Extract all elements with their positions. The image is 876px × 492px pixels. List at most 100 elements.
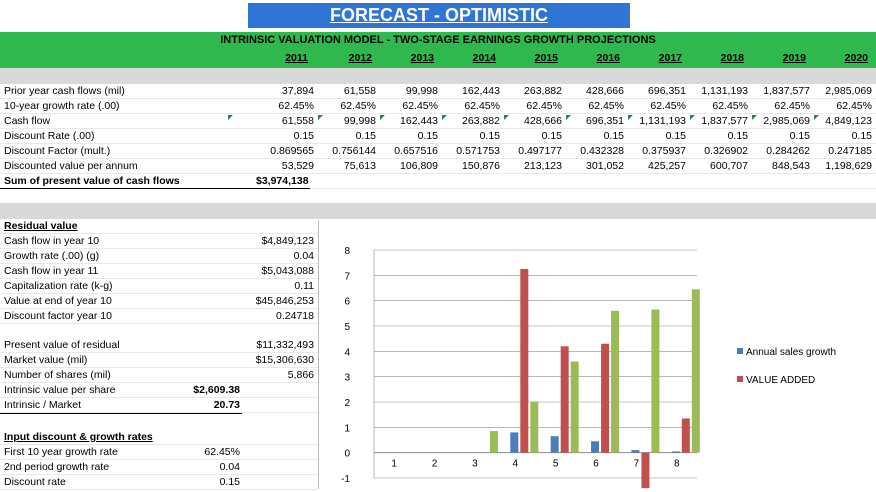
cell-value[interactable]: 62.45% [650, 100, 686, 112]
param-value[interactable]: 0.04 [293, 250, 314, 262]
param-value[interactable]: 0.04 [219, 461, 240, 473]
cell-value[interactable]: 61,558 [343, 85, 376, 97]
cell-value[interactable]: 62.45% [526, 100, 562, 112]
cell-value[interactable]: 53,529 [281, 160, 314, 172]
cell-value[interactable]: 62.45% [278, 100, 314, 112]
cell-value[interactable]: 425,257 [648, 160, 686, 172]
cell-value[interactable]: 0.247185 [828, 145, 872, 157]
cell-value[interactable]: 696,351 [586, 115, 624, 127]
cell-value[interactable]: 301,052 [586, 160, 624, 172]
cell-value[interactable]: 0.571753 [456, 145, 500, 157]
cell-value[interactable]: 4,849,123 [825, 115, 872, 127]
param-value[interactable]: $5,043,088 [261, 265, 314, 277]
inputs-heading: Input discount & growth rates [4, 431, 153, 443]
cell-value[interactable]: 0.432328 [580, 145, 624, 157]
cell-value[interactable]: 0.326902 [704, 145, 748, 157]
cell-value[interactable]: 0.15 [541, 130, 562, 142]
param-value[interactable]: $11,332,493 [256, 339, 314, 351]
param-row[interactable]: Present value of residual $11,332,493 [0, 338, 318, 353]
projection-row[interactable]: Discount Factor (mult.) 0.869565 0.756144 0… [0, 144, 876, 159]
cell-value[interactable]: 0.375937 [642, 145, 686, 157]
param-value[interactable]: 62.45% [204, 446, 240, 458]
cell-value[interactable]: 37,894 [281, 85, 314, 97]
param-row[interactable]: Value at end of year 10 $45,846,253 [0, 294, 318, 309]
cell-value[interactable]: 0.15 [479, 130, 500, 142]
cell-value[interactable]: 62.45% [774, 100, 810, 112]
cell-value[interactable]: 61,558 [281, 115, 314, 127]
cell-value[interactable]: 0.15 [727, 130, 748, 142]
cell-value[interactable]: 0.657516 [394, 145, 438, 157]
year-header: 2020 [844, 52, 868, 64]
cell-value[interactable]: 62.45% [588, 100, 624, 112]
cell-value[interactable]: 0.869565 [270, 145, 314, 157]
param-row[interactable]: Discount factor year 10 0.24718 [0, 309, 318, 324]
intrinsic-market-row[interactable]: Intrinsic / Market 20.73 [0, 398, 318, 413]
cell-value[interactable]: 428,666 [524, 115, 562, 127]
cell-value[interactable]: 1,131,193 [639, 115, 686, 127]
param-row[interactable]: Cash flow in year 10 $4,849,123 [0, 234, 318, 249]
cell-value[interactable]: 0.15 [851, 130, 872, 142]
cell-value[interactable]: 2,985,069 [763, 115, 810, 127]
intrinsic-market-value[interactable]: 20.73 [213, 399, 240, 411]
param-value[interactable]: $45,846,253 [255, 295, 314, 307]
cell-value[interactable]: 1,198,629 [825, 160, 872, 172]
cell-value[interactable]: 0.15 [355, 130, 376, 142]
param-value[interactable]: $4,849,123 [261, 235, 314, 247]
x-tick-label: 8 [674, 459, 680, 470]
cell-value[interactable]: 696,351 [648, 85, 686, 97]
cell-value[interactable]: 106,809 [400, 160, 438, 172]
param-value[interactable]: 0.11 [294, 280, 314, 292]
cell-value[interactable]: 62.45% [340, 100, 376, 112]
cell-value[interactable]: 99,998 [343, 115, 376, 127]
cell-value[interactable]: 0.284262 [766, 145, 810, 157]
cell-value[interactable]: 213,123 [524, 160, 562, 172]
cell-value[interactable]: 99,998 [405, 85, 438, 97]
cell-value[interactable]: 263,882 [462, 115, 500, 127]
cell-value[interactable]: 62.45% [836, 100, 872, 112]
param-value[interactable]: 5,866 [287, 369, 314, 381]
intrinsic-per-share-row[interactable]: Intrinsic value per share $2,609.38 [0, 383, 318, 398]
cell-value[interactable]: 428,666 [586, 85, 624, 97]
cell-value[interactable]: 62.45% [712, 100, 748, 112]
cell-value[interactable]: 75,613 [343, 160, 376, 172]
intrinsic-per-share-value[interactable]: $2,609.38 [193, 384, 240, 396]
param-row[interactable]: Number of shares (mil) 5,866 [0, 368, 318, 383]
cell-value[interactable]: 62.45% [464, 100, 500, 112]
cell-value[interactable]: 1,837,577 [763, 85, 810, 97]
sum-pv-row[interactable]: Sum of present value of cash flows $3,97… [0, 174, 876, 189]
param-row[interactable]: Market value (mil) $15,306,630 [0, 353, 318, 368]
projection-row[interactable]: Prior year cash flows (mil) 37,894 61,558 9… [0, 84, 876, 99]
param-row[interactable]: 2nd period growth rate 0.04 [0, 460, 318, 475]
cell-value[interactable]: 0.15 [789, 130, 810, 142]
param-value[interactable]: 0.15 [219, 476, 240, 488]
cell-value[interactable]: 150,876 [462, 160, 500, 172]
cell-value[interactable]: 162,443 [400, 115, 438, 127]
param-row[interactable]: First 10 year growth rate 62.45% [0, 445, 318, 460]
cell-value[interactable]: 848,543 [772, 160, 810, 172]
projection-row[interactable]: Discount Rate (.00) 0.15 0.15 0.15 0.15 0.15 0… [0, 129, 876, 144]
cell-value[interactable]: 0.15 [293, 130, 314, 142]
projection-row[interactable]: Cash flow 61,558 99,998 162,443 263,882 428,6… [0, 114, 876, 129]
projection-row[interactable]: 10-year growth rate (.00) 62.45% 62.45% 62.… [0, 99, 876, 114]
param-value[interactable]: $15,306,630 [255, 354, 314, 366]
cell-value[interactable]: 0.15 [603, 130, 624, 142]
cell-value[interactable]: 162,443 [462, 85, 500, 97]
cell-value[interactable]: 62.45% [402, 100, 438, 112]
param-row[interactable]: Growth rate (.00) (g) 0.04 [0, 249, 318, 264]
param-row[interactable]: Cash flow in year 11 $5,043,088 [0, 264, 318, 279]
cell-value[interactable]: 0.15 [417, 130, 438, 142]
cell-value[interactable]: 2,985,069 [825, 85, 872, 97]
param-value[interactable]: 0.24718 [276, 310, 314, 322]
param-row[interactable]: Discount rate 0.15 [0, 475, 318, 490]
y-tick-label: 0 [344, 449, 350, 460]
cell-value[interactable]: 1,131,193 [701, 85, 748, 97]
cell-value[interactable]: 263,882 [524, 85, 562, 97]
cell-value[interactable]: 0.15 [665, 130, 686, 142]
sum-pv-value[interactable]: $3,974,138 [256, 175, 309, 187]
param-row[interactable]: Capitalization rate (k-g) 0.11 [0, 279, 318, 294]
projection-row[interactable]: Discounted value per annum 53,529 75,613 10… [0, 159, 876, 174]
cell-value[interactable]: 1,837,577 [701, 115, 748, 127]
cell-value[interactable]: 600,707 [710, 160, 748, 172]
cell-value[interactable]: 0.756144 [332, 145, 376, 157]
cell-value[interactable]: 0.497177 [518, 145, 562, 157]
